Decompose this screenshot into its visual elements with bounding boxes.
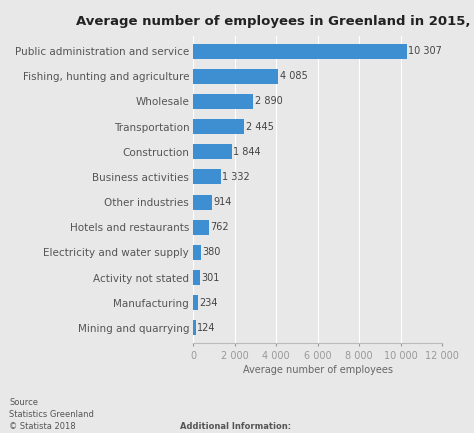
Bar <box>193 295 198 310</box>
Bar <box>193 245 201 260</box>
Bar <box>193 320 196 335</box>
Text: 2 890: 2 890 <box>255 97 283 107</box>
Bar <box>193 169 221 184</box>
Title: Average number of employees in Greenland in 2015, by industry: Average number of employees in Greenland… <box>76 15 474 28</box>
Bar <box>193 220 209 235</box>
Bar <box>193 44 407 59</box>
Bar <box>193 69 278 84</box>
X-axis label: Average number of employees: Average number of employees <box>243 365 393 375</box>
Bar <box>193 94 253 109</box>
Text: 10 307: 10 307 <box>409 46 442 56</box>
Text: 124: 124 <box>198 323 216 333</box>
Bar <box>193 119 244 134</box>
Bar <box>193 144 232 159</box>
Text: 380: 380 <box>203 247 221 257</box>
Text: Additional Information:: Additional Information: <box>180 422 291 431</box>
Text: 4 085: 4 085 <box>280 71 307 81</box>
Bar <box>193 194 212 210</box>
Text: 1 332: 1 332 <box>222 172 250 182</box>
Text: 301: 301 <box>201 272 219 282</box>
Text: 2 445: 2 445 <box>246 122 273 132</box>
Text: 234: 234 <box>200 297 218 308</box>
Text: 1 844: 1 844 <box>233 147 261 157</box>
Bar <box>193 270 200 285</box>
Text: 762: 762 <box>210 222 229 232</box>
Text: 914: 914 <box>214 197 232 207</box>
Text: Source
Statistics Greenland
© Statista 2018: Source Statistics Greenland © Statista 2… <box>9 398 94 431</box>
